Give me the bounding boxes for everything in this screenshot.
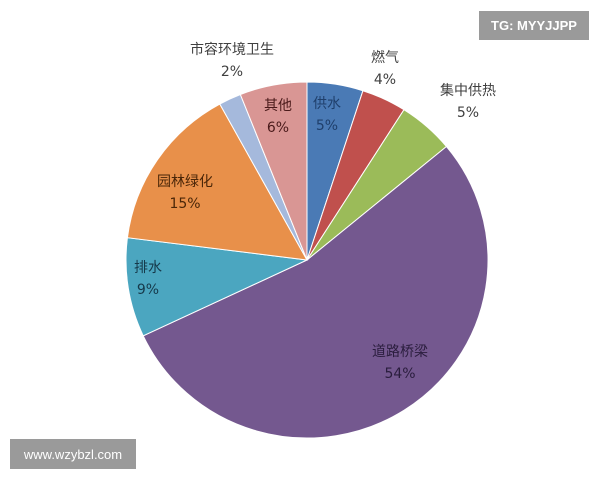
slice-label: 燃气	[371, 49, 399, 66]
slice-label: 其他	[264, 98, 292, 114]
slice-percent-label: 9%	[137, 282, 159, 298]
watermark-url: www.wzybzl.com	[10, 439, 136, 469]
pie-slice-4	[125, 237, 309, 337]
slice-label: 集中供热	[440, 82, 496, 99]
pie-slice-5	[126, 103, 308, 261]
slice-percent-label: 5%	[316, 118, 338, 134]
slice-percent-label: 15%	[169, 196, 200, 212]
slice-percent-label: 4%	[374, 72, 396, 88]
watermark-telegram: TG: MYYJJPP	[479, 11, 589, 40]
slice-percent-label: 5%	[457, 105, 479, 121]
pie-slice-7	[239, 81, 308, 261]
slice-label: 市容环境卫生	[190, 41, 274, 58]
slice-label: 排水	[134, 260, 162, 276]
slice-percent-label: 54%	[384, 366, 415, 382]
slice-percent-label: 2%	[221, 64, 243, 80]
slice-label: 供水	[313, 96, 341, 112]
slice-label: 园林绿化	[157, 174, 213, 190]
slice-label: 道路桥梁	[372, 344, 428, 360]
slice-percent-label: 6%	[267, 120, 289, 136]
pie-slice-3	[142, 145, 489, 439]
